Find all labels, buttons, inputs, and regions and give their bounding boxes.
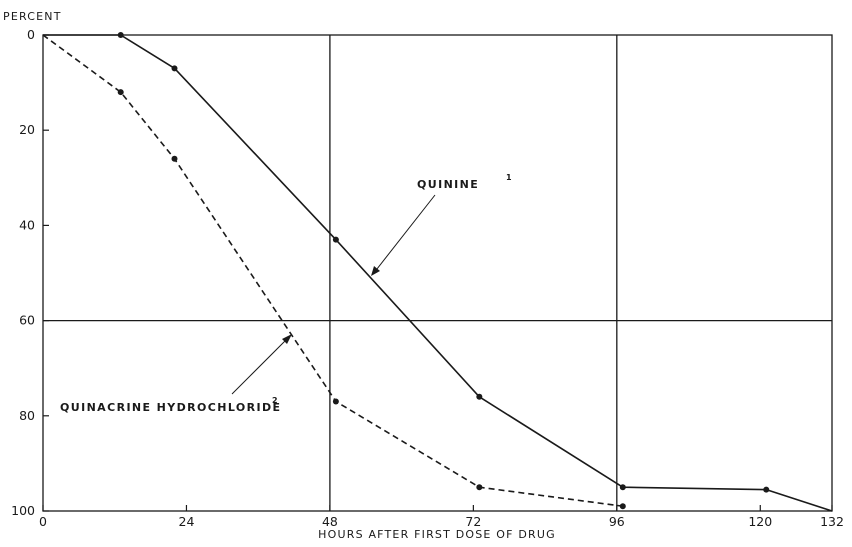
data-point-quinine-13: [117, 32, 124, 38]
data-point-quinine-49: [332, 236, 339, 243]
data-point-quinacrine-hydrochloride-97: [619, 503, 626, 510]
y-tick-label-60: 60: [19, 313, 35, 328]
x-tick-label-96: 96: [609, 514, 625, 529]
data-point-quinacrine-hydrochloride-22: [171, 155, 178, 162]
x-tick-label-120: 120: [748, 514, 772, 529]
quinacrine-footnote: 2: [272, 396, 278, 405]
data-point-quinine-121: [763, 486, 770, 493]
x-tick-label-72: 72: [465, 514, 481, 529]
quinine-footnote: 1: [506, 173, 512, 182]
tick-layer: 0 24 48 72 96 120 132 0 20 40 60 80 100: [11, 27, 844, 529]
y-tick-label-20: 20: [19, 122, 35, 137]
data-point-quinine-22: [171, 65, 178, 72]
quinine-annotation: QUININE: [417, 178, 479, 191]
y-tick-label-80: 80: [19, 408, 35, 423]
x-tick-label-0: 0: [39, 514, 47, 529]
plot-frame: [42, 34, 833, 512]
x-tick-label-24: 24: [179, 514, 195, 529]
quinine-annotation-arrow: [372, 194, 436, 275]
quinacrine-arrowhead: [282, 334, 292, 344]
x-tick-label-132: 132: [820, 514, 844, 529]
data-point-quinacrine-hydrochloride-73: [476, 484, 483, 491]
y-axis-label: PERCENT: [3, 10, 62, 23]
data-point-quinine-97: [619, 484, 626, 491]
y-tick-label-40: 40: [19, 217, 35, 232]
x-axis-label: HOURS AFTER FIRST DOSE OF DRUG: [318, 528, 556, 541]
data-point-quinine-73: [476, 393, 483, 400]
grid-layer: [43, 35, 832, 511]
series-line-quinine: [43, 34, 833, 512]
quinacrine-annotation-arrow: [231, 335, 291, 395]
data-point-quinacrine-hydrochloride-13: [117, 89, 124, 96]
data-point-quinacrine-hydrochloride-49: [332, 398, 339, 405]
series-line-quinacrine-hydrochloride: [42, 34, 623, 507]
quinacrine-annotation: QUINACRINE HYDROCHLORIDE: [60, 401, 281, 414]
quinine-arrowhead: [371, 266, 380, 276]
y-tick-label-0: 0: [27, 27, 35, 42]
x-tick-label-48: 48: [322, 514, 338, 529]
y-tick-label-100: 100: [11, 503, 35, 518]
series-layer: [42, 32, 833, 512]
